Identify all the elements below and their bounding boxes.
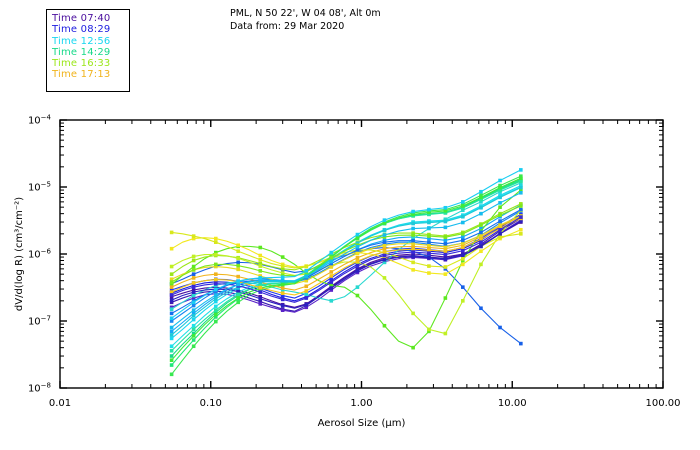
data-series xyxy=(169,179,523,353)
legend-item: Time 12:56 xyxy=(52,35,111,47)
x-tick-label: 10.00 xyxy=(498,398,527,409)
y-tick-label: 10−6 xyxy=(28,248,52,261)
legend-item: Time 08:29 xyxy=(52,24,111,36)
data-series xyxy=(169,209,523,323)
y-tick-label: 10−5 xyxy=(28,181,51,194)
data-series xyxy=(169,168,523,321)
data-series xyxy=(169,219,523,309)
title-location-line: PML, N 50 22', W 04 08', Alt 0m xyxy=(230,8,381,19)
data-series xyxy=(169,185,523,337)
x-axis-title: Aerosol Size (μm) xyxy=(318,418,406,429)
axis-frame xyxy=(59,119,664,389)
title-date-line: Data from: 29 Mar 2020 xyxy=(230,21,345,32)
data-series xyxy=(169,208,523,336)
legend-item: Time 16:33 xyxy=(52,58,111,70)
y-axis-title: dV/d(log R) (cm³/cm⁻²) xyxy=(14,197,25,311)
axis-labels-layer: Aerosol Size (μm) dV/d(log R) (cm³/cm⁻²) xyxy=(14,197,405,429)
legend-item: Time 14:29 xyxy=(52,46,111,58)
x-tick-label: 0.01 xyxy=(49,398,71,409)
x-tick-label: 0.10 xyxy=(200,398,222,409)
y-tick-label: 10−7 xyxy=(28,315,51,328)
y-tick-label: 10−8 xyxy=(28,382,51,395)
data-series xyxy=(169,190,523,330)
data-series-layer xyxy=(169,168,523,377)
y-axis-ticks: 10−8 10−7 10−6 10−5 10−4 xyxy=(28,114,663,395)
y-tick-label: 10−4 xyxy=(28,114,52,127)
x-axis-ticks: 0.01 0.10 1.00 10.00 100.00 xyxy=(49,120,681,409)
x-tick-label: 1.00 xyxy=(350,398,372,409)
data-series xyxy=(169,218,523,313)
legend-item: Time 17:13 xyxy=(52,69,111,81)
legend-item: Time 07:40 xyxy=(52,13,111,24)
plot-title: PML, N 50 22', W 04 08', Alt 0m Data fro… xyxy=(230,7,381,33)
legend-box: Time 07:40 Time 08:29 Time 12:56 Time 14… xyxy=(46,9,130,92)
x-tick-label: 100.00 xyxy=(646,398,681,409)
